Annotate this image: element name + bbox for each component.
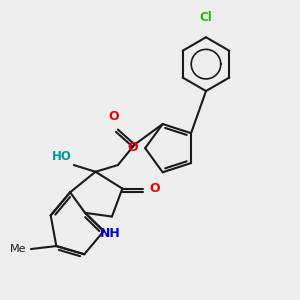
Text: O: O (149, 182, 160, 195)
Text: Me: Me (10, 244, 26, 254)
Text: NH: NH (100, 227, 120, 240)
Text: Cl: Cl (200, 11, 212, 24)
Text: HO: HO (52, 150, 72, 163)
Text: O: O (128, 141, 138, 154)
Text: O: O (109, 110, 119, 123)
